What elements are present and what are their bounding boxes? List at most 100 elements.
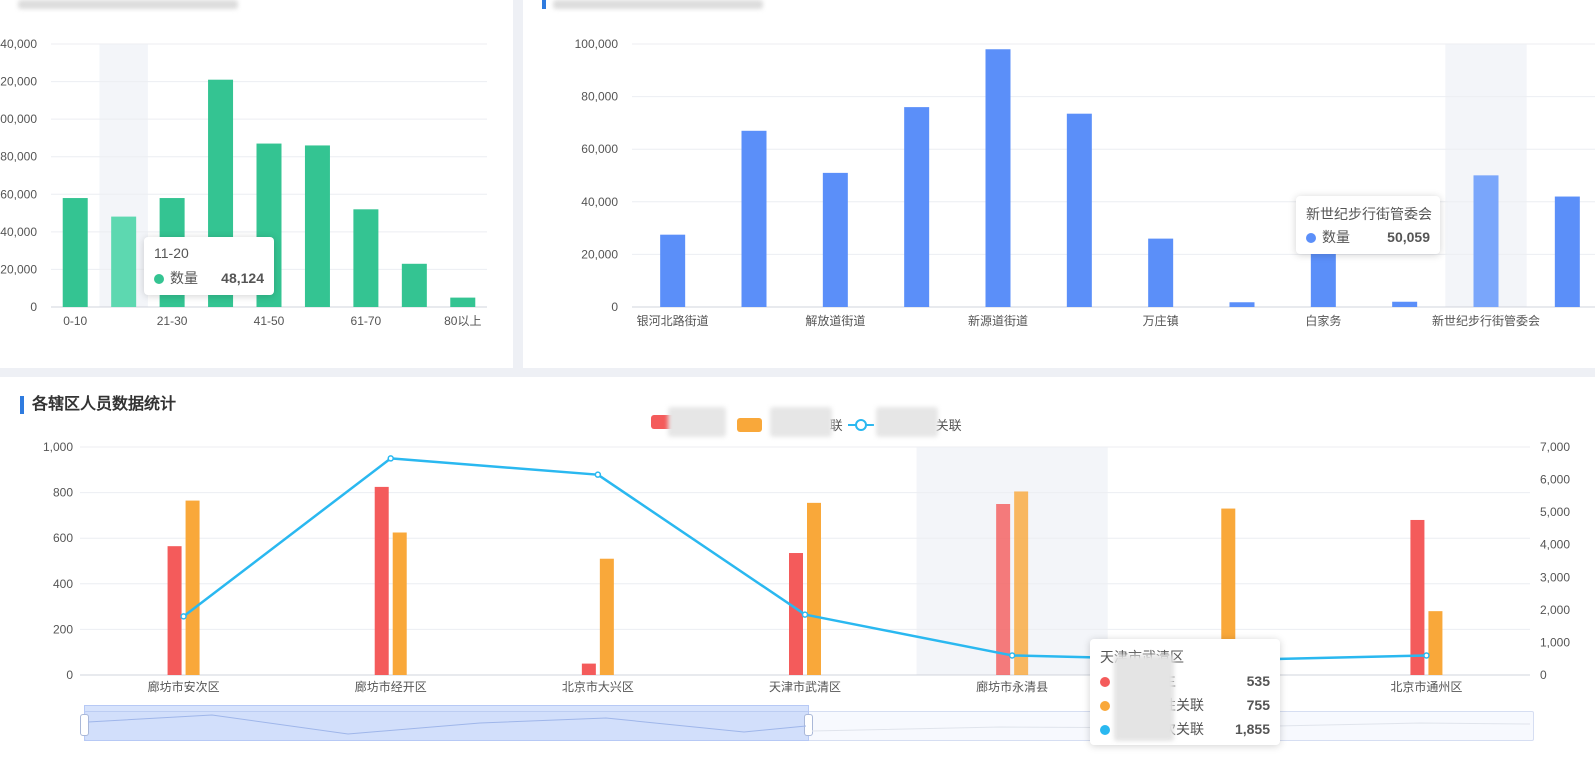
bar — [904, 107, 930, 308]
bar — [1392, 301, 1418, 307]
tooltip-obscured — [1114, 655, 1174, 741]
y-right-tick-label: 7,000 — [1540, 440, 1570, 454]
y-right-tick-label: 1,000 — [1540, 635, 1570, 649]
y-tick-label: 40,000 — [581, 195, 618, 209]
y-left-tick-label: 200 — [53, 622, 73, 636]
bar — [1229, 302, 1255, 307]
bar — [581, 663, 596, 675]
bar — [741, 130, 767, 307]
x-tick-label: 廊坊市经开区 — [355, 679, 427, 694]
datazoom-left-handle[interactable] — [80, 714, 89, 736]
line-point — [387, 455, 394, 462]
line-point — [594, 471, 602, 478]
y-left-tick-label: 1,000 — [43, 440, 73, 454]
series-dot-icon — [1100, 677, 1110, 687]
tooltip-value: 1,855 — [1234, 721, 1270, 737]
y-tick-label: 80,000 — [0, 150, 37, 164]
y-tick-label: 100,000 — [0, 112, 37, 126]
tooltip-value: 48,124 — [221, 270, 264, 286]
x-tick-label: 41-50 — [254, 314, 285, 328]
street-bar-chart: 0 20,000 40,000 60,000 80,000 100,000 银河北路街道 解放… — [575, 37, 1595, 328]
hover-highlight — [916, 447, 1108, 675]
legend-line-icon — [848, 419, 874, 431]
y-tick-label: 120,000 — [0, 75, 37, 89]
line-point — [180, 613, 187, 620]
panel-title: 各辖区人员数据统计 — [20, 396, 176, 414]
street-chart-panel: 0 20,000 40,000 60,000 80,000 100,000 银河北路街道 解放… — [523, 0, 1595, 368]
bar — [1428, 611, 1443, 675]
bar — [807, 502, 821, 675]
tooltip-value: 755 — [1246, 697, 1270, 713]
tooltip-title: 11-20 — [154, 245, 189, 261]
y-right-tick-label: 2,000 — [1540, 603, 1570, 617]
panel-title-obscured — [553, 0, 763, 9]
bar — [789, 553, 803, 675]
bar — [304, 145, 330, 307]
bar — [660, 234, 686, 307]
legend-label: 联 — [829, 418, 843, 433]
bar — [1221, 508, 1236, 675]
district-combo-chart: 0 200 400 600 800 1,000 0 1,000 2,000 3,000 4,000 5… — [43, 440, 1570, 694]
bar — [167, 546, 182, 675]
series-dot-icon — [1306, 233, 1316, 243]
district-chart-panel: 各辖区人员数据统计 联 关联 0 200 400 600 800 1,000 0 1,000 2… — [0, 377, 1595, 778]
y-tick-label: 20,000 — [0, 262, 37, 276]
street-tooltip: 新世纪步行街管委会 数量 50,059 — [1296, 196, 1440, 254]
legend-swatch — [737, 418, 762, 432]
tooltip-series-name: 数量 — [1322, 229, 1350, 245]
x-tick-label: 解放道街道 — [805, 313, 865, 328]
y-right-tick-label: 5,000 — [1540, 505, 1570, 519]
legend-obscured — [876, 407, 938, 437]
bar — [62, 198, 88, 307]
x-tick-label: 廊坊市安次区 — [148, 679, 220, 694]
tooltip-title: 新世纪步行街管委会 — [1306, 206, 1432, 222]
bar — [401, 263, 427, 307]
bar — [1554, 196, 1580, 307]
tooltip-value: 50,059 — [1387, 229, 1430, 245]
tooltip-row: 数量 50,059 — [1306, 227, 1430, 247]
y-left-tick-label: 800 — [53, 486, 73, 500]
bar — [1148, 238, 1174, 307]
y-tick-label: 100,000 — [575, 37, 619, 51]
bar — [450, 297, 476, 307]
x-tick-label: 廊坊市永清县 — [976, 679, 1048, 694]
bar — [996, 504, 1011, 675]
series-dot-icon — [154, 274, 164, 284]
x-tick-label: 北京市通州区 — [1390, 679, 1462, 694]
y-tick-label: 0 — [611, 300, 618, 314]
legend-item-3[interactable]: 关联 — [848, 415, 962, 433]
x-tick-label: 新源道街道 — [968, 313, 1028, 328]
y-tick-label: 0 — [30, 300, 37, 314]
y-left-tick-label: 0 — [66, 668, 73, 682]
age-bar-chart: 0 20,000 40,000 60,000 80,000 100,000 120,000 1… — [0, 37, 487, 328]
y-tick-label: 80,000 — [581, 90, 618, 104]
bar — [392, 532, 407, 675]
y-tick-label: 20,000 — [581, 247, 618, 261]
x-tick-label: 0-10 — [63, 314, 87, 328]
bar — [1410, 519, 1425, 675]
tooltip-value: 535 — [1246, 673, 1270, 689]
line-point — [1008, 652, 1016, 659]
x-tick-label: 白家务 — [1305, 313, 1341, 328]
series-dot-icon — [1100, 725, 1110, 735]
x-tick-label: 万庄镇 — [1143, 313, 1179, 328]
bar — [985, 49, 1011, 307]
datazoom-window[interactable] — [84, 705, 809, 741]
y-right-tick-label: 0 — [1540, 668, 1547, 682]
legend-item-2[interactable]: 联 — [737, 415, 843, 433]
legend-obscured — [770, 407, 832, 437]
bar — [374, 486, 389, 675]
y-tick-label: 140,000 — [0, 37, 37, 51]
bar — [1014, 491, 1029, 675]
y-tick-label: 40,000 — [0, 225, 37, 239]
datazoom-right-handle[interactable] — [804, 714, 813, 736]
x-tick-label: 北京市大兴区 — [562, 679, 634, 694]
y-tick-label: 60,000 — [581, 142, 618, 156]
bar — [1473, 175, 1499, 307]
x-tick-label: 21-30 — [157, 314, 188, 328]
bar — [599, 558, 614, 675]
x-tick-label: 天津市武清区 — [769, 679, 841, 694]
line-point — [1423, 652, 1430, 659]
age-chart-panel: 0 20,000 40,000 60,000 80,000 100,000 120,000 1… — [0, 0, 513, 368]
x-tick-label: 新世纪步行街管委会 — [1432, 313, 1540, 328]
